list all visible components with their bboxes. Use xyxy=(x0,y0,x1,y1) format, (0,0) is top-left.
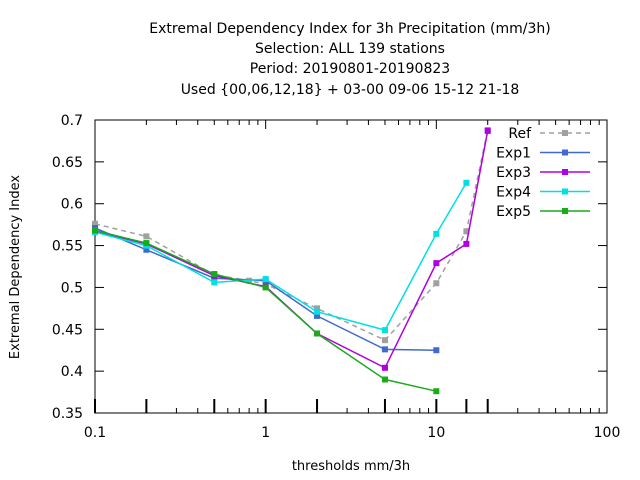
legend-marker-ref xyxy=(562,130,568,136)
data-point-exp1 xyxy=(143,246,150,253)
chart-title-line-1: Extremal Dependency Index for 3h Precipi… xyxy=(149,21,550,37)
data-point-exp4 xyxy=(381,327,388,334)
series-exp5 xyxy=(92,227,440,395)
legend-marker-exp1 xyxy=(562,149,568,156)
data-point-ref xyxy=(314,305,321,312)
data-point-exp3 xyxy=(433,260,440,267)
axes: 0.35 0.4 0.45 0.5 0.55 0.6 0.65 0.7 0.1 1 10 100 xyxy=(52,113,621,441)
legend-label-exp5: Exp5 xyxy=(496,204,531,220)
legend-marker-exp4 xyxy=(562,188,568,195)
legend-label-exp1: Exp1 xyxy=(496,146,531,162)
chart-title-line-4: Used {00,06,12,18} + 03-00 09-06 15-12 2… xyxy=(181,82,520,98)
series-line-exp4 xyxy=(94,182,468,331)
legend-label-exp3: Exp3 xyxy=(496,165,531,181)
y-tick-label: 0.55 xyxy=(52,239,83,255)
data-point-exp5 xyxy=(211,271,218,278)
y-tick-label: 0.5 xyxy=(61,280,83,296)
series-line-ref xyxy=(94,129,489,342)
data-point-exp1 xyxy=(381,346,388,353)
data-point-exp4 xyxy=(463,179,470,186)
legend: Ref Exp1 Exp3 Exp4 Exp5 xyxy=(496,126,590,220)
data-point-exp1 xyxy=(433,347,440,354)
legend-marker-exp5 xyxy=(562,208,568,214)
data-point-exp3 xyxy=(463,240,470,247)
data-point-exp4 xyxy=(211,279,218,286)
data-point-exp5 xyxy=(314,330,321,337)
series-group xyxy=(92,127,491,395)
chart-title-line-2: Selection: ALL 139 stations xyxy=(255,41,445,57)
y-tick-label: 0.6 xyxy=(61,197,83,213)
x-tick-label: 100 xyxy=(594,425,621,441)
data-point-exp5 xyxy=(92,227,98,234)
chart-title: Extremal Dependency Index for 3h Precipi… xyxy=(149,21,550,98)
y-tick-label: 0.4 xyxy=(61,364,83,380)
data-point-exp5 xyxy=(262,284,269,291)
data-point-ref xyxy=(143,233,150,240)
data-point-exp4 xyxy=(433,230,440,237)
chart-title-line-3: Period: 20190801-20190823 xyxy=(250,61,450,77)
data-point-exp5 xyxy=(381,376,388,383)
data-point-exp4 xyxy=(262,276,269,283)
legend-marker-exp3 xyxy=(562,169,568,175)
y-tick-label: 0.45 xyxy=(52,322,83,338)
y-tick-label: 0.7 xyxy=(61,113,83,129)
plot-area-border xyxy=(94,119,608,414)
x-tick-label: 10 xyxy=(427,425,445,441)
data-point-ref xyxy=(92,220,98,227)
x-axis-label: thresholds mm/3h xyxy=(292,459,410,474)
data-point-exp4 xyxy=(314,308,321,315)
legend-label-exp4: Exp4 xyxy=(496,185,531,201)
data-point-ref xyxy=(463,228,470,235)
data-point-exp1 xyxy=(314,312,321,319)
data-point-exp3 xyxy=(484,127,491,134)
x-tick-label: 0.1 xyxy=(84,425,106,441)
data-point-ref xyxy=(433,280,440,287)
data-point-exp5 xyxy=(143,240,150,247)
data-point-exp3 xyxy=(381,364,388,371)
x-tick-label: 1 xyxy=(261,425,270,441)
y-axis-label: Extremal Dependency Index xyxy=(8,175,23,359)
y-tick-label: 0.35 xyxy=(52,406,83,422)
data-point-exp5 xyxy=(433,388,440,395)
legend-label-ref: Ref xyxy=(508,126,532,142)
y-tick-label: 0.65 xyxy=(52,155,83,171)
data-point-ref xyxy=(381,337,388,344)
